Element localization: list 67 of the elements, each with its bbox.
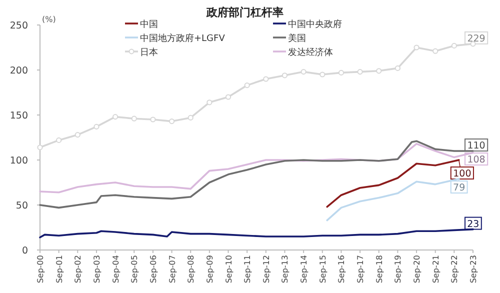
data-label: 108 [467,154,486,166]
point [357,69,363,75]
point [112,114,118,120]
x-tick-label: Sep-10 [224,255,234,284]
legend-label: 中国地方政府+LGFV [140,33,226,44]
x-tick-label: Sep-16 [337,255,346,284]
point [37,144,43,150]
x-tick-label: Sep-09 [205,255,214,284]
x-tick-label: Sep-17 [356,255,366,284]
y-tick-label: 100 [10,156,28,166]
data-label: 79 [453,182,466,194]
point [394,65,400,71]
point [131,116,137,122]
legend-label: 中国中央政府 [288,19,342,30]
data-label: 229 [467,33,486,44]
point [56,137,62,143]
legend-label: 美国 [288,33,306,44]
x-tick-label: Sep-14 [300,255,309,284]
point [244,82,250,88]
point [263,76,269,82]
x-tick-label: Sep-18 [374,255,384,284]
legend-label: 中国 [140,19,158,30]
legend-label: 日本 [140,47,158,58]
point [94,124,100,130]
point [432,48,438,54]
x-tick-label: Sep-08 [186,255,196,284]
x-tick-label: Sep-12 [262,255,271,284]
x-tick-label: Sep-20 [412,255,422,284]
legend-label: 发达经济体 [288,47,333,58]
data-label: 23 [467,218,480,230]
data-label: 110 [467,140,486,152]
x-tick-label: Sep-23 [469,255,478,284]
point [225,94,232,100]
point [188,114,194,120]
chart-title: 政府部门杠杆率 [206,6,284,19]
x-tick-label: Sep-15 [318,255,328,284]
point [282,72,288,78]
x-tick-label: Sep-04 [111,255,120,284]
point [338,70,344,76]
y-tick-label: 150 [10,110,28,122]
x-tick-label: Sep-06 [148,255,158,284]
x-tick-label: Sep-03 [92,255,102,284]
x-tick-label: Sep-07 [168,255,177,284]
point [451,42,457,48]
x-tick-label: Sep-00 [36,255,45,284]
x-tick-label: Sep-19 [394,255,403,284]
x-tick-label: Sep-05 [130,255,140,284]
x-tick-label: Sep-11 [243,255,252,284]
x-tick-label: Sep-01 [54,255,64,284]
point [376,68,382,74]
x-tick-label: Sep-22 [450,255,460,284]
y-axis-title: (%) [42,15,56,24]
point [206,100,212,106]
x-tick-label: Sep-13 [280,255,290,284]
y-tick-label: 250 [10,20,28,32]
y-tick-label: 200 [10,66,28,76]
y-tick-label: 0 [22,246,28,256]
point [168,118,175,124]
y-tick-label: 50 [16,200,28,212]
point [150,116,156,122]
point [414,44,420,50]
x-tick-label: Sep-02 [74,255,83,284]
point [320,72,326,78]
point [300,69,306,75]
x-tick-label: Sep-21 [431,255,440,284]
point [74,132,80,138]
data-label: 100 [453,168,472,180]
